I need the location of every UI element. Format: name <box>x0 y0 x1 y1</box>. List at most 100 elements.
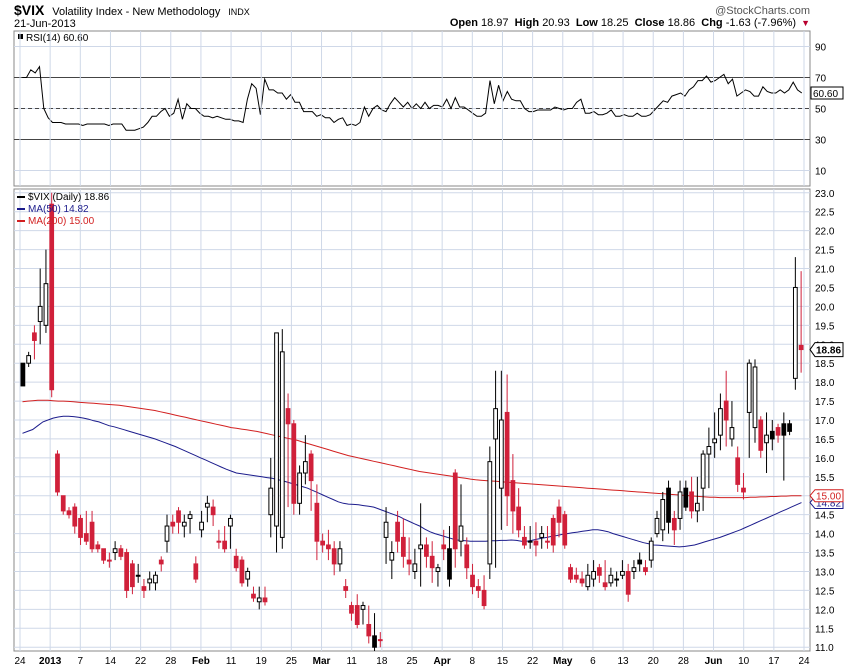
candle-body <box>43 283 49 326</box>
candle <box>573 567 579 583</box>
price-tick-label: 15.5 <box>815 473 835 484</box>
candle <box>302 435 308 485</box>
candle-body <box>787 423 792 432</box>
candle <box>464 537 470 580</box>
price-tick-label: 13.5 <box>815 549 835 560</box>
candle <box>671 510 677 545</box>
candle <box>400 518 406 568</box>
candle-body <box>37 305 43 323</box>
candle-body <box>326 544 331 550</box>
candle-body <box>297 472 302 504</box>
price-tick-label: 17.0 <box>815 416 835 427</box>
candle <box>395 510 400 553</box>
candle-body <box>504 411 510 497</box>
candle <box>354 594 360 629</box>
candle-body <box>579 578 585 584</box>
candle <box>245 567 251 587</box>
candle-body <box>631 567 637 572</box>
candle-body <box>251 593 256 599</box>
candle <box>187 510 193 534</box>
symbol: $VIX <box>14 2 45 18</box>
x-axis-label: May <box>553 656 573 667</box>
x-axis-label: Jun <box>705 656 723 667</box>
candle <box>112 541 118 561</box>
candle <box>683 480 689 511</box>
candle-body <box>435 567 441 572</box>
candle <box>700 450 706 511</box>
x-axis-label: 7 <box>78 656 84 667</box>
candle-body <box>153 574 158 584</box>
candle <box>562 510 568 549</box>
candle-body <box>302 461 308 474</box>
price-tick-label: 11.0 <box>815 643 834 654</box>
chart-title: $VIX Volatility Index - New Methodology … <box>14 2 250 18</box>
rsi-tick-label: 30 <box>815 136 827 147</box>
ma-value: 15.00 <box>816 492 841 503</box>
candle-body <box>106 559 112 562</box>
candle <box>308 450 314 511</box>
candle <box>735 446 741 492</box>
high-label: High <box>514 17 540 29</box>
x-axis-label: 18 <box>376 656 388 667</box>
candle-body <box>550 517 556 546</box>
candle <box>285 393 291 508</box>
candle-body <box>66 510 72 516</box>
candle <box>498 370 504 530</box>
candle-body <box>458 525 464 542</box>
candle <box>170 514 176 534</box>
candle-body <box>337 548 343 565</box>
candle-body <box>596 567 602 576</box>
price-tick-label: 21.5 <box>815 246 835 257</box>
high-value: 20.93 <box>542 17 570 29</box>
candle-body <box>112 548 118 554</box>
price-tick-label: 22.0 <box>815 227 835 238</box>
candle-body <box>585 574 591 588</box>
candle-body <box>510 480 516 512</box>
brand-link[interactable]: @StockCharts.com <box>715 5 810 17</box>
candle-body <box>72 506 78 527</box>
ma200-value-tag: 15.00 <box>809 489 844 503</box>
candle <box>337 541 343 572</box>
candle-body <box>671 517 677 531</box>
x-axis-label: 19 <box>256 656 268 667</box>
candle-body <box>620 570 625 576</box>
price-tick-label: 21.0 <box>815 265 835 276</box>
candle-body <box>666 487 671 523</box>
candle-body <box>429 555 435 569</box>
candle <box>418 503 424 587</box>
price-tick-label: 14.0 <box>815 530 835 541</box>
candle <box>470 563 475 595</box>
candle <box>429 541 435 583</box>
candle-body <box>291 423 297 504</box>
x-axis-label: 2013 <box>39 656 62 667</box>
candle <box>718 393 723 451</box>
candle-body <box>712 438 718 444</box>
candle-body <box>481 589 487 607</box>
chart-date: 21-Jun-2013 <box>14 18 76 30</box>
candle <box>729 401 735 447</box>
candle-body <box>245 570 251 580</box>
price-tick-label: 14.5 <box>815 511 835 522</box>
candle <box>239 556 245 587</box>
candle-body <box>193 563 199 580</box>
candle <box>372 613 377 651</box>
candle-body <box>643 567 648 572</box>
open-label: Open <box>449 17 478 29</box>
candle <box>83 510 89 545</box>
candle <box>181 514 187 538</box>
candle <box>251 586 256 602</box>
price-tick-label: 16.5 <box>815 435 835 446</box>
candle-body <box>274 332 279 527</box>
candle <box>95 541 101 553</box>
candle-body <box>792 286 798 379</box>
ma-value: 14.82 <box>816 499 841 510</box>
candle <box>781 412 787 481</box>
candle <box>475 579 481 598</box>
price-tick-label: 12.0 <box>815 605 835 616</box>
candle-body <box>677 491 683 519</box>
candle-body <box>723 400 729 421</box>
candle <box>210 499 216 527</box>
candle <box>625 563 631 602</box>
candle <box>458 484 464 557</box>
candle-body <box>700 453 706 489</box>
